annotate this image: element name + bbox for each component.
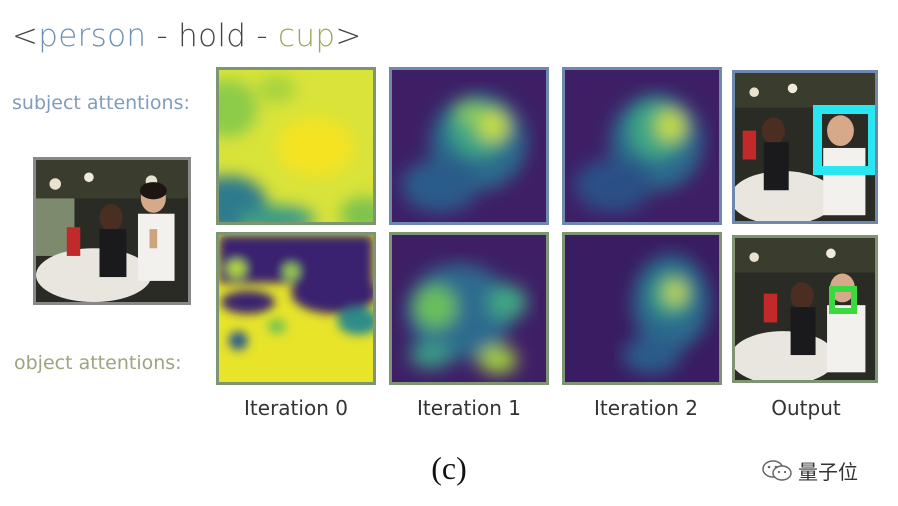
figure-caption: (c) [431,450,467,486]
column-label-iteration-0: Iteration 0 [244,396,348,420]
subject-attentions-label: subject attentions: [12,92,190,114]
subject-attention-iteration-0 [216,67,376,225]
watermark: 量子位 [762,456,858,485]
triplet-title: <person - hold - cup> [12,18,362,54]
wechat-icon [762,459,792,481]
title-verb: hold [178,18,247,54]
title-sep-1: - [146,18,179,54]
object-attention-iteration-1 [389,232,549,385]
object-bounding-box [829,286,857,314]
column-label-iteration-1: Iteration 1 [417,396,521,420]
title-close: > [335,18,362,54]
object-attention-iteration-0 [216,232,376,385]
subject-bounding-box [813,105,875,175]
watermark-text: 量子位 [798,460,858,484]
column-label-output: Output [771,396,841,420]
title-sep-2: - [246,18,279,54]
subject-attention-iteration-1 [389,67,549,225]
object-attentions-label: object attentions: [14,352,182,374]
title-object: cup [278,18,336,54]
title-subject: person [38,18,147,54]
column-label-iteration-2: Iteration 2 [594,396,698,420]
title-open: < [12,18,39,54]
input-photo-scene [36,160,188,302]
subject-output-photo [732,70,878,224]
input-photo [33,157,191,305]
subject-attention-iteration-2 [562,67,722,225]
object-output-photo [732,235,878,383]
object-attention-iteration-2 [562,232,722,385]
